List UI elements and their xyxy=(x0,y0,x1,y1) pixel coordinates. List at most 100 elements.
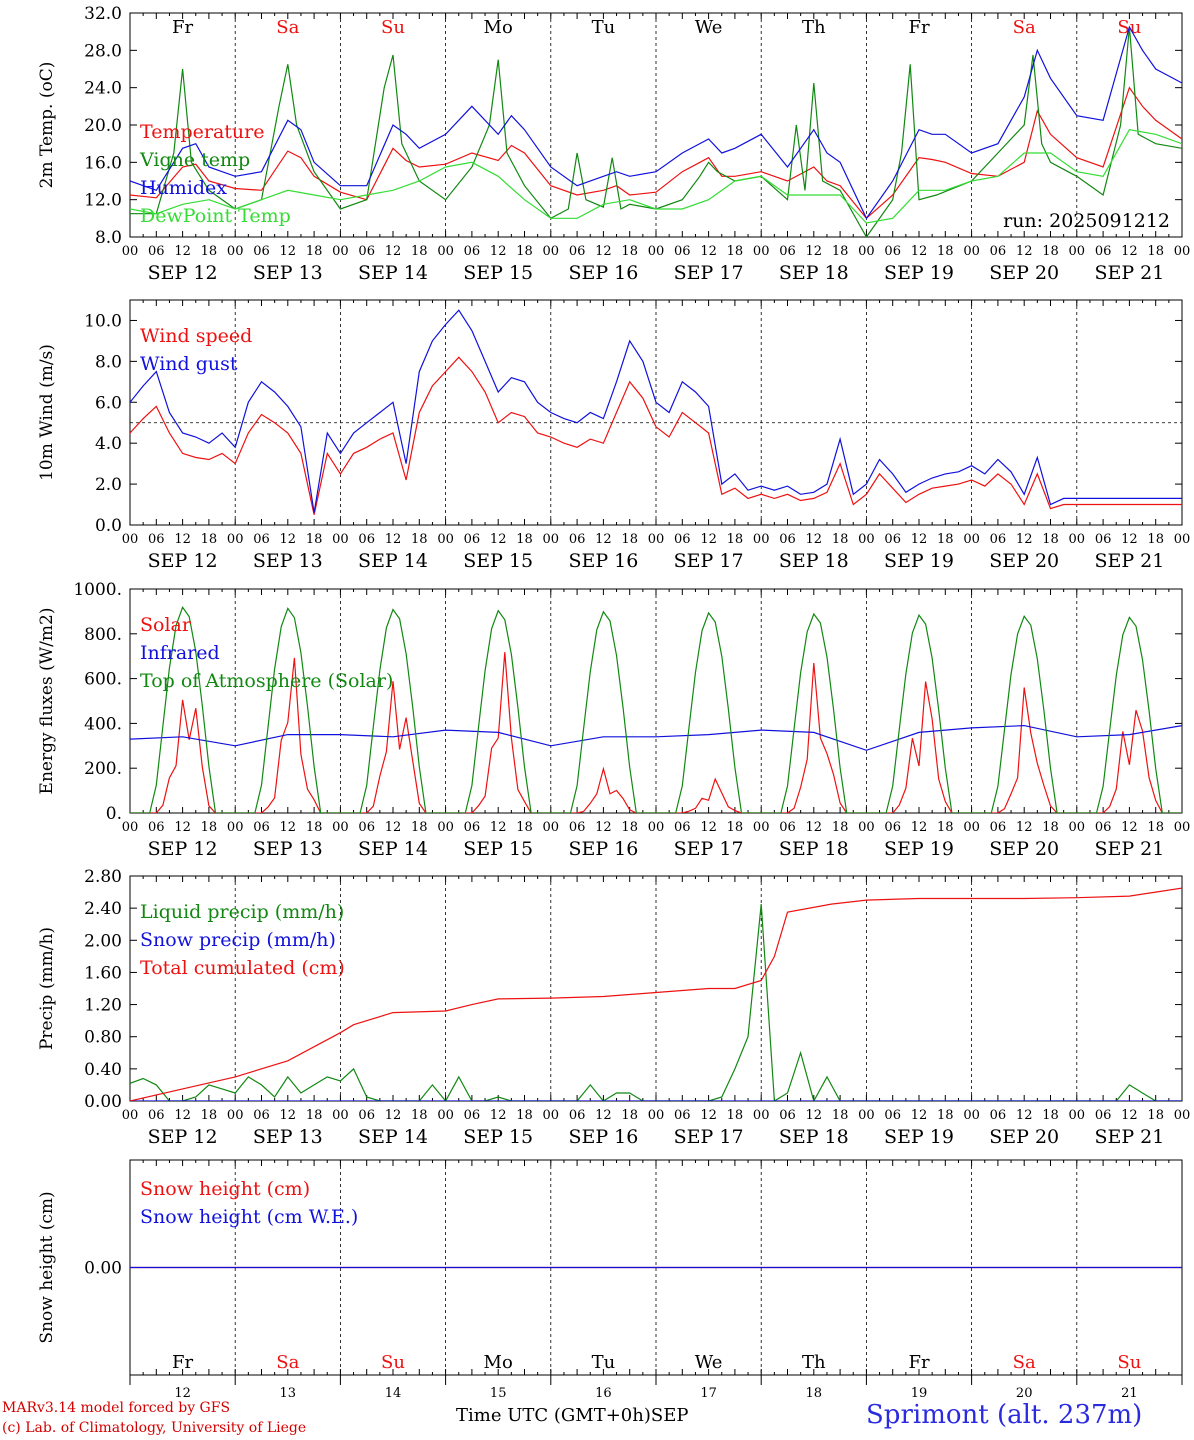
legend-entry: Infrared xyxy=(140,642,220,664)
hour-tick-label: 18 xyxy=(411,244,428,259)
hour-tick-label: 06 xyxy=(779,820,796,835)
credit-line-model: MARv3.14 model forced by GFS xyxy=(2,1400,231,1416)
date-label: SEP 15 xyxy=(463,838,533,860)
series-line-liquid-precip-mm-h- xyxy=(130,904,1182,1101)
hour-tick-label: 00 xyxy=(227,1108,244,1123)
day-number-label: 20 xyxy=(1016,1386,1033,1400)
hour-tick-label: 00 xyxy=(437,532,454,547)
run-label: run: 2025091212 xyxy=(1003,210,1170,232)
hour-tick-label: 00 xyxy=(122,532,139,547)
hour-tick-label: 12 xyxy=(911,532,928,547)
y-tick-label: 2.80 xyxy=(84,867,122,887)
hour-tick-label: 00 xyxy=(648,1108,665,1123)
hour-tick-label: 00 xyxy=(648,244,665,259)
hour-tick-label: 06 xyxy=(990,244,1007,259)
hour-tick-label: 12 xyxy=(174,820,191,835)
day-number-label: 17 xyxy=(700,1386,717,1400)
hour-tick-label: 00 xyxy=(1069,820,1086,835)
hour-tick-label: 00 xyxy=(227,244,244,259)
x-axis-title: Time UTC (GMT+0h)SEP xyxy=(456,1405,688,1426)
hour-tick-label: 12 xyxy=(1016,1108,1033,1123)
date-label: SEP 17 xyxy=(674,1126,744,1148)
legend-entry: Total cumulated (cm) xyxy=(140,957,345,979)
hour-tick-label: 18 xyxy=(937,1108,954,1123)
date-label: SEP 17 xyxy=(674,550,744,572)
hour-tick-label: 18 xyxy=(201,244,218,259)
date-label: SEP 14 xyxy=(358,262,428,284)
hour-tick-label: 06 xyxy=(990,1108,1007,1123)
series-line-total-cumulated-cm- xyxy=(130,887,1182,1101)
y-tick-label: 28.0 xyxy=(84,41,122,61)
date-label: SEP 16 xyxy=(568,838,638,860)
hour-tick-label: 00 xyxy=(858,244,875,259)
date-label: SEP 16 xyxy=(568,262,638,284)
y-tick-label: 24.0 xyxy=(84,79,122,99)
hour-tick-label: 18 xyxy=(832,244,849,259)
day-name-label: Fr xyxy=(908,1352,929,1373)
series-line-wind-speed xyxy=(130,356,1182,515)
series-group xyxy=(130,887,1182,1101)
day-number-label: 19 xyxy=(911,1386,928,1400)
day-name-label: Su xyxy=(381,1352,405,1373)
hour-tick-label: 12 xyxy=(1121,1108,1138,1123)
day-name-label: Sa xyxy=(1013,1352,1036,1373)
series-line-humidex xyxy=(130,25,1182,220)
month-label: SEP xyxy=(650,1405,689,1426)
hour-tick-label: 06 xyxy=(674,244,691,259)
hour-tick-label: 18 xyxy=(306,820,323,835)
hour-tick-label: 06 xyxy=(358,820,375,835)
hour-tick-label: 12 xyxy=(280,820,297,835)
hour-tick-label: 06 xyxy=(569,532,586,547)
hour-tick-label: 18 xyxy=(1042,244,1059,259)
hour-tick-label: 00 xyxy=(1174,820,1191,835)
legend-entry: Wind gust xyxy=(140,353,238,375)
hour-tick-label: 06 xyxy=(1095,532,1112,547)
date-label: SEP 19 xyxy=(884,1126,954,1148)
hour-tick-label: 06 xyxy=(148,244,165,259)
hour-tick-label: 12 xyxy=(595,532,612,547)
hour-tick-label: 06 xyxy=(990,820,1007,835)
hour-tick-label: 00 xyxy=(648,820,665,835)
day-number-label: 18 xyxy=(806,1386,823,1400)
hour-tick-label: 06 xyxy=(253,532,270,547)
hour-tick-label: 00 xyxy=(437,244,454,259)
hour-tick-label: 12 xyxy=(280,1108,297,1123)
hour-tick-label: 06 xyxy=(1095,1108,1112,1123)
legend-entry: Snow precip (mm/h) xyxy=(140,929,336,951)
hour-tick-label: 00 xyxy=(1174,244,1191,259)
y-tick-label: 800. xyxy=(84,625,122,645)
hour-tick-label: 00 xyxy=(122,1108,139,1123)
legend-entry: Humidex xyxy=(140,177,227,199)
hour-tick-label: 00 xyxy=(1174,532,1191,547)
date-label: SEP 20 xyxy=(989,550,1059,572)
hour-tick-label: 06 xyxy=(674,1108,691,1123)
hour-tick-label: 00 xyxy=(858,820,875,835)
series-line-wind-gust xyxy=(130,309,1182,513)
date-label: SEP 13 xyxy=(253,838,323,860)
y-axis-label: Precip (mm/h) xyxy=(37,927,57,1050)
day-name-label: Sa xyxy=(1013,17,1036,38)
date-label: SEP 20 xyxy=(989,838,1059,860)
date-label: SEP 19 xyxy=(884,550,954,572)
hour-tick-label: 18 xyxy=(1147,820,1164,835)
y-tick-label: 8.0 xyxy=(95,228,122,248)
legend-entry: Solar xyxy=(140,614,192,636)
y-axis-label: 10m Wind (m/s) xyxy=(37,344,57,481)
hour-tick-label: 12 xyxy=(1121,532,1138,547)
hour-tick-label: 00 xyxy=(437,1108,454,1123)
y-tick-label: 2.00 xyxy=(84,931,122,951)
date-label: SEP 14 xyxy=(358,838,428,860)
series-line-top-of-atmosphere-solar- xyxy=(130,606,1182,813)
hour-tick-label: 00 xyxy=(227,532,244,547)
hour-tick-label: 12 xyxy=(280,244,297,259)
series-line-dewpoint-temp xyxy=(130,129,1182,224)
legend-entry: Liquid precip (mm/h) xyxy=(140,901,344,923)
hour-tick-label: 00 xyxy=(227,820,244,835)
date-label: SEP 21 xyxy=(1094,262,1164,284)
hour-tick-label: 06 xyxy=(779,1108,796,1123)
hour-tick-label: 12 xyxy=(806,820,823,835)
hour-tick-label: 06 xyxy=(253,244,270,259)
hour-tick-label: 06 xyxy=(569,244,586,259)
y-tick-label: 4.0 xyxy=(95,434,122,454)
